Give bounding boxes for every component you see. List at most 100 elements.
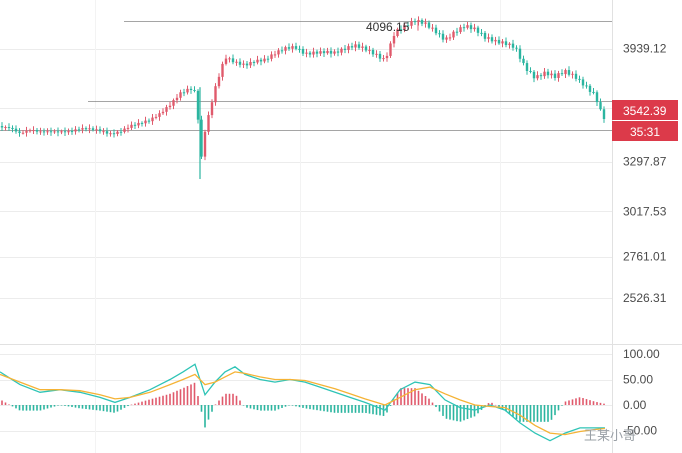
- histogram-bar: [32, 405, 35, 411]
- candle-body: [532, 71, 536, 79]
- histogram-bar: [361, 405, 364, 413]
- candle-body: [221, 63, 224, 77]
- candle-body: [483, 32, 487, 39]
- histogram-bar: [57, 405, 59, 406]
- candle-body: [277, 50, 280, 55]
- histogram-bar: [323, 405, 325, 412]
- histogram-bar: [571, 399, 574, 405]
- candle-body: [133, 124, 137, 126]
- candle-body: [214, 86, 217, 103]
- candle-body: [151, 117, 154, 122]
- histogram-bar: [22, 405, 24, 411]
- histogram-bar: [386, 405, 388, 413]
- histogram-bar: [417, 390, 420, 405]
- candle-body: [333, 51, 336, 54]
- histogram-bar: [137, 402, 140, 405]
- oscillator-line: [0, 371, 606, 436]
- histogram-bar: [438, 405, 441, 412]
- candle-body: [126, 127, 130, 129]
- candle-body: [557, 73, 560, 78]
- histogram-bar: [179, 389, 182, 405]
- histogram-bar: [267, 405, 269, 411]
- histogram-bar: [204, 405, 206, 428]
- histogram-bar: [81, 405, 84, 409]
- histogram-bar: [148, 399, 150, 405]
- candle-body: [525, 63, 529, 71]
- last-price-label: 3542.39: [623, 104, 667, 118]
- candle-body: [455, 31, 459, 33]
- candle-body: [298, 48, 301, 50]
- candle-body: [438, 33, 441, 35]
- candle-body: [46, 131, 49, 133]
- candle-body: [466, 25, 469, 28]
- histogram-bar: [575, 398, 577, 405]
- candle-body: [371, 49, 375, 55]
- histogram-bar: [424, 396, 427, 405]
- candle-body: [427, 22, 431, 28]
- histogram-bar: [200, 405, 203, 412]
- histogram-bar: [232, 393, 234, 405]
- histogram-bar: [60, 405, 63, 406]
- candle-body: [578, 78, 581, 80]
- candle-body: [256, 59, 259, 63]
- y-tick-label: 2761.01: [623, 250, 667, 264]
- candle-body: [564, 70, 567, 75]
- candle-body: [4, 127, 7, 129]
- histogram-bar: [326, 405, 329, 412]
- histogram-bar: [274, 405, 276, 411]
- candle-body: [434, 27, 438, 34]
- histogram-bar: [533, 405, 535, 422]
- oscillator-line: [0, 363, 605, 442]
- histogram-bar: [599, 402, 602, 405]
- histogram-bar: [372, 405, 374, 415]
- histogram-bar: [1, 400, 3, 405]
- candle-body: [508, 43, 511, 46]
- candle-body: [473, 27, 476, 30]
- candle-body: [53, 131, 56, 133]
- reference-lines: [0, 21, 612, 131]
- histogram-bar: [39, 405, 42, 411]
- candle-body: [462, 27, 466, 29]
- candle-body: [81, 128, 84, 130]
- histogram-bar: [151, 398, 154, 405]
- histogram-bar: [347, 405, 350, 413]
- candle-body: [490, 37, 494, 42]
- histogram-bar: [389, 405, 392, 406]
- histogram-bar: [403, 388, 406, 405]
- candle-body: [102, 131, 105, 133]
- histogram-bar: [309, 405, 311, 410]
- histogram-bar: [466, 405, 469, 420]
- histogram-bar: [165, 394, 168, 405]
- candle-body: [364, 46, 368, 51]
- histogram-bar: [95, 405, 98, 411]
- candle-body: [480, 32, 483, 34]
- candle-body: [186, 88, 189, 93]
- candle-body: [91, 128, 95, 130]
- candle-body: [315, 51, 319, 54]
- candle-body: [445, 37, 448, 40]
- candle-body: [553, 73, 557, 78]
- watermark: 王某小哥: [584, 429, 636, 444]
- histogram-bar: [379, 405, 381, 416]
- histogram-bar: [344, 405, 346, 413]
- candle-body: [410, 21, 413, 26]
- candle-body: [501, 41, 504, 44]
- candle-body: [11, 127, 14, 129]
- histogram-bar: [64, 405, 66, 406]
- candle-body: [424, 22, 427, 24]
- histogram-bar: [190, 384, 192, 405]
- candle-body: [35, 130, 39, 132]
- candle-body: [74, 129, 77, 132]
- candle-body: [84, 128, 88, 130]
- candle-body: [67, 131, 70, 133]
- candle-body: [382, 58, 385, 60]
- candle-body: [494, 39, 497, 42]
- candle-body: [581, 79, 585, 86]
- candle-body: [522, 58, 525, 64]
- histogram-bar: [50, 405, 52, 408]
- candle-body: [147, 120, 151, 122]
- histogram-bar: [456, 405, 458, 422]
- histogram-bar: [449, 405, 451, 420]
